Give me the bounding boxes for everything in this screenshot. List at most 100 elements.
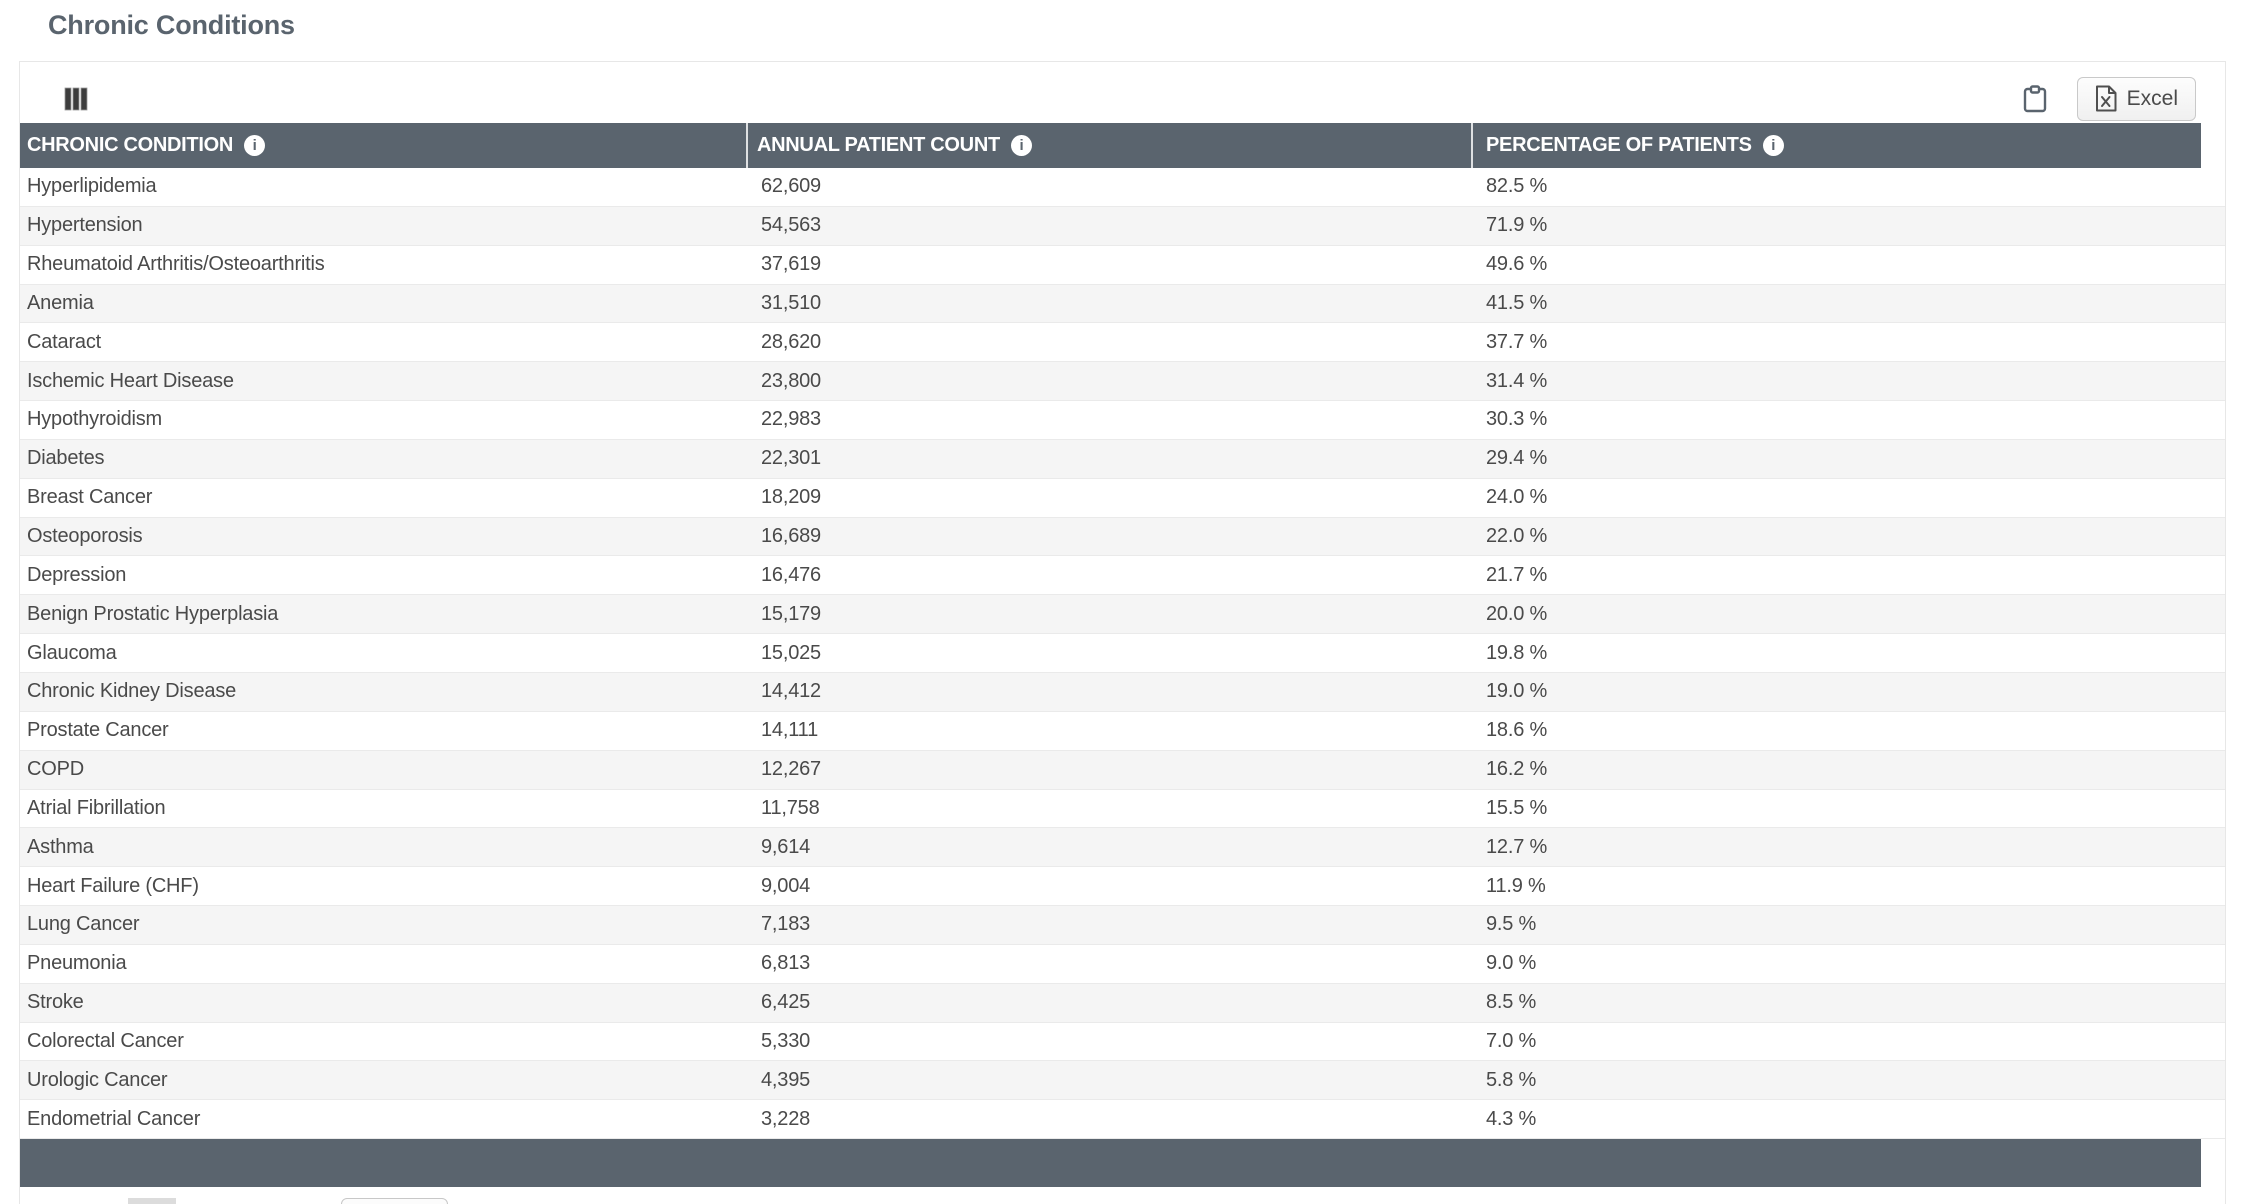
excel-export-button[interactable]: Excel — [2076, 76, 2196, 121]
cell-percentage-of-patients: 24.0 % — [1486, 486, 1548, 509]
cell-chronic-condition: Osteoporosis — [27, 525, 143, 548]
table-row: Colorectal Cancer 5,330 7.0 % — [20, 1022, 2225, 1062]
table-row: Heart Failure (CHF) 9,004 11.9 % — [20, 867, 2225, 907]
cell-chronic-condition: Hyperlipidemia — [27, 175, 157, 198]
page-title: Chronic Conditions — [48, 10, 295, 40]
cell-chronic-condition: Pneumonia — [27, 952, 127, 975]
cell-percentage-of-patients: 21.7 % — [1486, 563, 1548, 586]
excel-button-label: Excel — [2126, 86, 2178, 110]
cell-chronic-condition: Lung Cancer — [27, 913, 140, 936]
cell-annual-patient-count: 9,614 — [761, 835, 811, 858]
table-row: Hyperlipidemia 62,609 82.5 % — [20, 168, 2225, 207]
cell-percentage-of-patients: 4.3 % — [1486, 1107, 1537, 1130]
cell-percentage-of-patients: 19.8 % — [1486, 641, 1548, 664]
cell-chronic-condition: Stroke — [27, 991, 84, 1014]
cell-annual-patient-count: 16,689 — [761, 525, 821, 548]
table-row: Breast Cancer 18,209 24.0 % — [20, 478, 2225, 518]
table-row: Urologic Cancer 4,395 5.8 % — [20, 1061, 2225, 1101]
column-chooser-button[interactable] — [64, 87, 88, 111]
table-row: Lung Cancer 7,183 9.5 % — [20, 906, 2225, 945]
cell-annual-patient-count: 31,510 — [761, 291, 821, 314]
table-row: Glaucoma 15,025 19.8 % — [20, 634, 2225, 673]
table-row: Rheumatoid Arthritis/Osteoarthritis 37,6… — [20, 245, 2225, 285]
cell-percentage-of-patients: 9.0 % — [1486, 952, 1537, 975]
table-row: Diabetes 22,301 29.4 % — [20, 439, 2225, 479]
column-header-label: CHRONIC CONDITION — [27, 134, 234, 156]
cell-percentage-of-patients: 41.5 % — [1486, 291, 1548, 314]
cell-percentage-of-patients: 9.5 % — [1486, 913, 1537, 936]
cell-annual-patient-count: 15,025 — [761, 641, 821, 664]
table-row: Chronic Kidney Disease 14,412 19.0 % — [20, 672, 2225, 712]
cell-percentage-of-patients: 29.4 % — [1486, 447, 1548, 470]
cell-percentage-of-patients: 82.5 % — [1486, 175, 1548, 198]
table-row: Hypothyroidism 22,983 30.3 % — [20, 401, 2225, 440]
table-row: Depression 16,476 21.7 % — [20, 556, 2225, 596]
cell-percentage-of-patients: 18.6 % — [1486, 719, 1548, 742]
table-row: Pneumonia 6,813 9.0 % — [20, 944, 2225, 984]
table-toolbar: Excel — [20, 62, 2225, 123]
table-row: Asthma 9,614 12.7 % — [20, 828, 2225, 868]
chronic-conditions-panel: Excel CHRONIC CONDITION i ANNUAL PATIENT… — [19, 61, 2226, 1204]
cell-annual-patient-count: 16,476 — [761, 563, 821, 586]
column-header-annual-patient-count[interactable]: ANNUAL PATIENT COUNT i — [746, 123, 1471, 168]
cell-chronic-condition: Prostate Cancer — [27, 719, 169, 742]
cell-annual-patient-count: 5,330 — [761, 1029, 811, 1052]
table-row: Hypertension 54,563 71.9 % — [20, 206, 2225, 246]
cell-annual-patient-count: 11,758 — [761, 796, 820, 819]
cell-annual-patient-count: 28,620 — [761, 330, 821, 353]
cell-annual-patient-count: 37,619 — [761, 253, 821, 276]
column-header-label: PERCENTAGE OF PATIENTS — [1486, 134, 1752, 156]
cell-percentage-of-patients: 71.9 % — [1486, 214, 1548, 237]
cell-percentage-of-patients: 15.5 % — [1486, 796, 1548, 819]
table-row: Osteoporosis 16,689 22.0 % — [20, 517, 2225, 557]
cell-annual-patient-count: 9,004 — [761, 874, 811, 897]
cell-chronic-condition: Depression — [27, 563, 127, 586]
table-row: Ischemic Heart Disease 23,800 31.4 % — [20, 362, 2225, 402]
cell-annual-patient-count: 6,813 — [761, 952, 811, 975]
cell-percentage-of-patients: 49.6 % — [1486, 253, 1548, 276]
table-row: COPD 12,267 16.2 % — [20, 750, 2225, 790]
cell-annual-patient-count: 12,267 — [761, 758, 821, 781]
cell-percentage-of-patients: 16.2 % — [1486, 758, 1548, 781]
cell-annual-patient-count: 3,228 — [761, 1107, 811, 1130]
cell-annual-patient-count: 4,395 — [761, 1068, 811, 1091]
column-header-chronic-condition[interactable]: CHRONIC CONDITION i — [20, 123, 746, 168]
page-size-selector-cutoff[interactable] — [128, 1198, 176, 1204]
cell-percentage-of-patients: 8.5 % — [1486, 991, 1537, 1014]
cell-annual-patient-count: 7,183 — [761, 913, 811, 936]
cell-chronic-condition: Colorectal Cancer — [27, 1029, 184, 1052]
cell-percentage-of-patients: 22.0 % — [1486, 525, 1548, 548]
cell-chronic-condition: Benign Prostatic Hyperplasia — [27, 602, 279, 625]
cell-percentage-of-patients: 12.7 % — [1486, 835, 1548, 858]
cell-chronic-condition: Urologic Cancer — [27, 1068, 168, 1091]
info-icon[interactable]: i — [1762, 135, 1784, 156]
cell-chronic-condition: Cataract — [27, 330, 101, 353]
clipboard-icon — [2023, 84, 2047, 113]
info-icon[interactable]: i — [1010, 135, 1032, 156]
column-header-label: ANNUAL PATIENT COUNT — [757, 134, 1000, 156]
cell-percentage-of-patients: 37.7 % — [1486, 330, 1548, 353]
cell-chronic-condition: Heart Failure (CHF) — [27, 874, 199, 897]
cell-percentage-of-patients: 11.9 % — [1486, 874, 1546, 897]
cell-annual-patient-count: 14,111 — [761, 719, 819, 742]
table-row: Cataract 28,620 37.7 % — [20, 323, 2225, 363]
table-row: Anemia 31,510 41.5 % — [20, 284, 2225, 324]
table-row: Stroke 6,425 8.5 % — [20, 983, 2225, 1023]
table-header-row: CHRONIC CONDITION i ANNUAL PATIENT COUNT… — [20, 123, 2201, 168]
table-body: Hyperlipidemia 62,609 82.5 % Hypertensio… — [20, 168, 2225, 1140]
cell-annual-patient-count: 22,301 — [761, 447, 821, 470]
cell-annual-patient-count: 18,209 — [761, 486, 821, 509]
table-row: Benign Prostatic Hyperplasia 15,179 20.0… — [20, 595, 2225, 635]
cell-chronic-condition: Ischemic Heart Disease — [27, 369, 234, 392]
cell-percentage-of-patients: 19.0 % — [1486, 680, 1548, 703]
cell-annual-patient-count: 23,800 — [761, 369, 821, 392]
pagination-control-cutoff[interactable] — [341, 1198, 448, 1204]
cell-annual-patient-count: 22,983 — [761, 408, 821, 431]
cell-percentage-of-patients: 5.8 % — [1486, 1068, 1537, 1091]
cell-percentage-of-patients: 31.4 % — [1486, 369, 1548, 392]
column-header-percentage-of-patients[interactable]: PERCENTAGE OF PATIENTS i — [1471, 123, 2201, 168]
cell-percentage-of-patients: 30.3 % — [1486, 408, 1548, 431]
info-icon[interactable]: i — [244, 135, 266, 156]
copy-to-clipboard-button[interactable] — [2023, 84, 2047, 113]
cell-annual-patient-count: 14,412 — [761, 680, 821, 703]
